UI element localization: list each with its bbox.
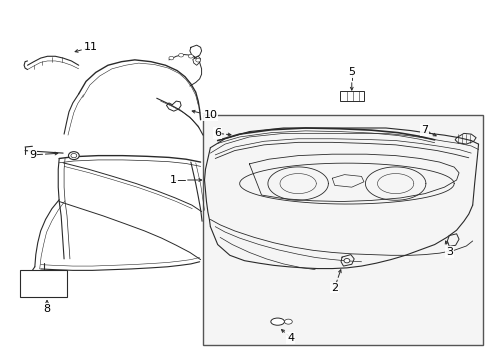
Ellipse shape	[270, 318, 284, 325]
Text: 1: 1	[170, 175, 177, 185]
Circle shape	[188, 54, 193, 58]
Text: 7: 7	[421, 125, 427, 135]
Bar	[20, 270, 66, 297]
Text: 10: 10	[203, 111, 217, 121]
Circle shape	[195, 58, 200, 62]
Text: 3: 3	[445, 247, 452, 257]
Text: 4: 4	[286, 333, 294, 343]
Text: 8: 8	[43, 304, 50, 314]
Circle shape	[178, 53, 183, 57]
Text: 2: 2	[330, 283, 338, 293]
Text: 6: 6	[214, 129, 221, 138]
Ellipse shape	[343, 258, 349, 263]
Ellipse shape	[71, 153, 77, 158]
Text: 11: 11	[84, 42, 98, 52]
Ellipse shape	[284, 319, 292, 324]
Bar	[203, 116, 483, 345]
Ellipse shape	[68, 152, 79, 159]
Text: 9: 9	[29, 150, 36, 160]
Text: 5: 5	[347, 67, 355, 77]
Bar	[339, 91, 363, 101]
Circle shape	[168, 56, 173, 60]
